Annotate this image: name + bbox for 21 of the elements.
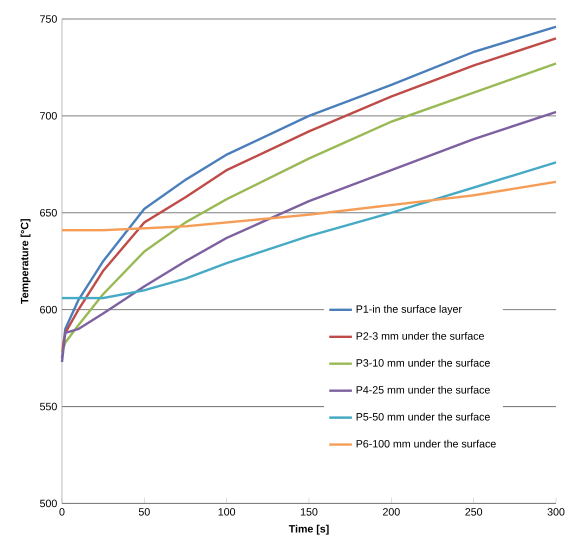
legend-label: P5-50 mm under the surface bbox=[356, 412, 490, 420]
y-axis-title: Temperature [°C] bbox=[20, 218, 30, 304]
y-tick-label: 600 bbox=[40, 306, 57, 314]
legend-label: P4-25 mm under the surface bbox=[356, 386, 490, 394]
x-tick-label: 150 bbox=[300, 508, 318, 516]
x-tick-label: 50 bbox=[138, 508, 150, 516]
y-tick-label: 700 bbox=[40, 112, 57, 120]
y-tick-label: 750 bbox=[40, 15, 57, 23]
x-tick-label: 300 bbox=[548, 508, 564, 516]
legend-label: P6-100 mm under the surface bbox=[356, 440, 496, 448]
y-tick-label: 650 bbox=[40, 208, 57, 216]
y-tick-label: 500 bbox=[40, 500, 57, 508]
x-axis-title: Time [s] bbox=[288, 524, 329, 534]
x-tick-label: 200 bbox=[383, 508, 400, 516]
legend-label: P2-3 mm under the surface bbox=[356, 332, 484, 340]
legend-label: P3-10 mm under the surface bbox=[356, 358, 490, 367]
x-tick-label: 0 bbox=[59, 508, 65, 516]
x-tick-label: 250 bbox=[465, 508, 482, 516]
legend-label: P1-in the surface layer bbox=[356, 304, 462, 315]
x-tick-label: 100 bbox=[218, 508, 236, 516]
y-tick-label: 550 bbox=[40, 402, 57, 410]
